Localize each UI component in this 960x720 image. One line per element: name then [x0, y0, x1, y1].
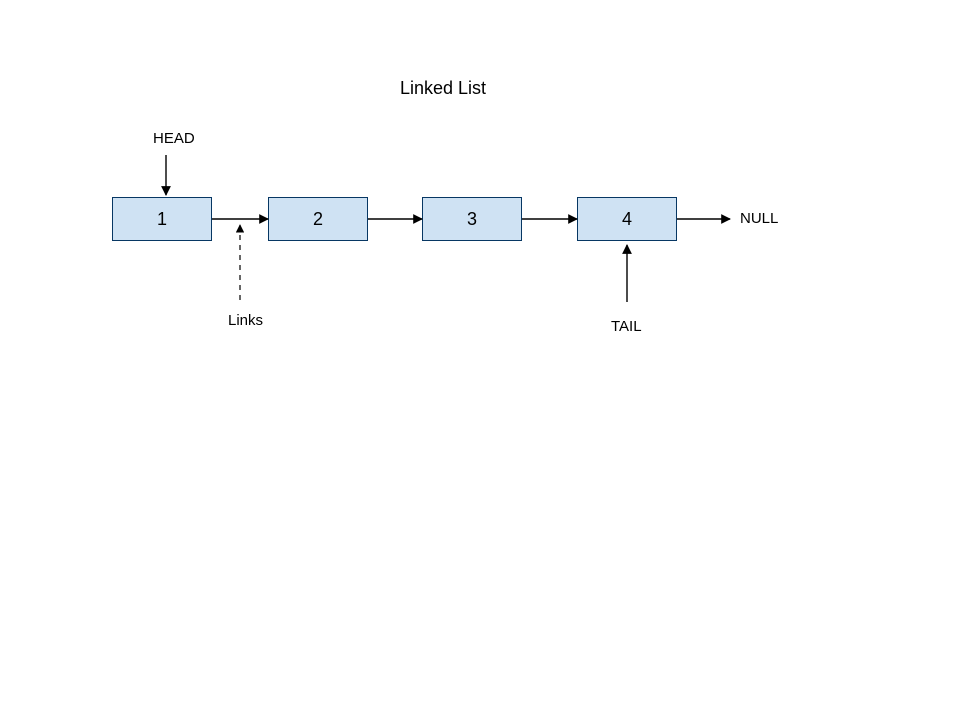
head-label: HEAD	[153, 130, 195, 147]
node-2-value: 2	[313, 209, 323, 230]
node-4-value: 4	[622, 209, 632, 230]
tail-label: TAIL	[611, 318, 642, 335]
node-2: 2	[268, 197, 368, 241]
node-1: 1	[112, 197, 212, 241]
arrows-layer	[0, 0, 960, 720]
node-3-value: 3	[467, 209, 477, 230]
links-label: Links	[228, 312, 263, 329]
diagram-title: Linked List	[400, 78, 486, 99]
node-1-value: 1	[157, 209, 167, 230]
pointer-arrows	[166, 155, 627, 302]
node-3: 3	[422, 197, 522, 241]
null-label: NULL	[740, 210, 778, 227]
node-4: 4	[577, 197, 677, 241]
